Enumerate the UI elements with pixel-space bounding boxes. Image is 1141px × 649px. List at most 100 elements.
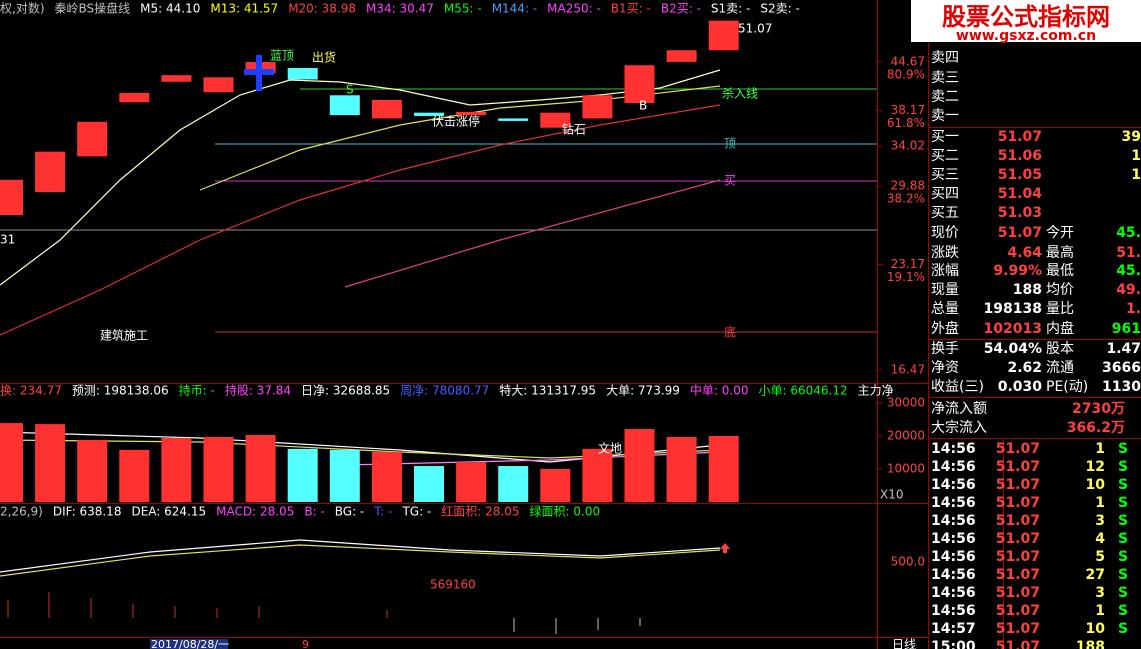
volume-indicator-label: 日净: 32688.85 (301, 384, 390, 398)
stat-label: 收益(三) (931, 379, 984, 395)
stat-value: 45. (1116, 225, 1141, 241)
volume-bar (540, 468, 571, 502)
trade-side: S (1118, 459, 1128, 475)
trade-price: 51.07 (996, 567, 1040, 583)
macd-indicator-label: B: - (304, 505, 324, 519)
trade-qty: 1 (1095, 495, 1105, 511)
chart-annotation: 51.07 (738, 22, 772, 36)
trade-time: 14:56 (931, 567, 976, 583)
trade-price: 51.07 (996, 477, 1040, 493)
indicator-label: B1买: - (611, 2, 651, 16)
stat-value: 1.47 (1106, 341, 1141, 357)
volume-bar (371, 451, 402, 502)
volume-bar (245, 435, 276, 502)
volume-indicator-label: 主力净 (858, 384, 894, 398)
candle-body (540, 112, 571, 128)
flow-value: 2730万 (1072, 401, 1125, 417)
volume-bar (414, 466, 444, 502)
y-tick-percent: 38.2% (887, 192, 925, 206)
stat-label: PE(动) (1046, 379, 1088, 395)
trade-side: S (1118, 477, 1128, 493)
trade-qty: 3 (1095, 585, 1105, 601)
trade-price: 51.07 (996, 639, 1040, 649)
candle-body (0, 179, 23, 216)
stat-label: 换手 (931, 340, 959, 357)
candle-body (708, 20, 739, 51)
trade-side: S (1118, 441, 1128, 457)
chart-annotation: 杀入线 (722, 86, 758, 101)
volume-bar (287, 448, 318, 502)
candle-body (77, 121, 108, 157)
bid-label: 买一 (931, 129, 959, 145)
indicator-label: M5: 44.10 (140, 2, 200, 16)
bid-price: 51.03 (998, 205, 1042, 221)
trade-qty: 1 (1095, 441, 1105, 457)
y-tick-label: 23.17 (891, 257, 925, 271)
stat-label: 最高 (1046, 244, 1074, 261)
trade-price: 51.07 (996, 549, 1040, 565)
trade-time: 14:56 (931, 513, 976, 529)
chart-annotation: 顶 (724, 137, 736, 151)
bid-qty: 1 (1131, 167, 1141, 183)
indicator-label: 权,对数) (0, 1, 45, 16)
stat-label: 今开 (1046, 225, 1074, 241)
trade-time: 14:56 (931, 459, 976, 475)
candle-body (371, 99, 402, 119)
indicator-label: B2买: - (661, 2, 701, 16)
trade-side: S (1118, 603, 1128, 619)
ask-label: 卖三 (931, 70, 959, 86)
stat-value: 54.04% (984, 341, 1042, 357)
macd-bars (7, 592, 388, 618)
trade-time: 14:56 (931, 477, 976, 493)
y-tick-label: 30000 (887, 395, 925, 409)
trade-price: 51.07 (996, 531, 1040, 547)
trade-price: 51.07 (996, 441, 1040, 457)
volume-bar (35, 424, 66, 502)
stat-label: 最低 (1046, 263, 1074, 279)
chart-annotation: 伏击涨停 (432, 114, 480, 129)
stat-label: 现量 (931, 282, 959, 298)
signal-arrow (720, 543, 730, 553)
chart-annotation: 出货 (312, 50, 336, 65)
candle-body (329, 95, 360, 116)
stat-value: 0.030 (998, 379, 1043, 395)
trade-time: 14:56 (931, 549, 976, 565)
bid-price: 51.07 (998, 129, 1042, 145)
trade-side: S (1118, 585, 1128, 601)
bid-label: 买二 (931, 148, 959, 164)
macd-indicator-label: BG: - (335, 505, 365, 519)
y-tick-percent: 61.8% (887, 116, 925, 130)
volume-indicator-label: 周净: 78080.77 (400, 384, 489, 398)
logo-title: 股票公式指标网 (942, 3, 1110, 31)
flow-label: 大宗流入 (931, 420, 987, 436)
bid-label: 买四 (931, 186, 959, 202)
trade-qty: 3 (1095, 513, 1105, 529)
volume-indicator-label: 持币: - (179, 383, 215, 398)
bid-label: 买五 (931, 205, 959, 221)
indicator-label: M13: 41.57 (210, 2, 278, 16)
indicator-label: 秦岭BS操盘线 (55, 1, 131, 16)
volume-indicator-label: 预测: 198138.06 (72, 384, 169, 398)
trade-side: S (1118, 531, 1128, 547)
bid-price: 51.05 (998, 167, 1042, 183)
y-tick-percent: 80.9% (887, 67, 925, 81)
macd-annotation: 569160 (430, 578, 476, 592)
stat-label: 外盘 (931, 320, 959, 337)
chart-annotation: 31 (0, 233, 15, 247)
bid-price: 51.06 (998, 148, 1042, 164)
trade-price: 51.07 (996, 621, 1040, 637)
candle-body (119, 92, 150, 103)
volume-bar (582, 448, 613, 502)
macd-indicator-label: T: - (373, 505, 392, 519)
ask-label: 卖一 (931, 108, 959, 124)
macd-indicator-label: 绿面积: 0.00 (530, 504, 601, 519)
ask-label: 卖二 (931, 89, 959, 105)
stat-value: 51.07 (998, 225, 1042, 241)
trade-price: 51.07 (996, 495, 1040, 511)
volume-bar (77, 439, 108, 502)
bid-qty: 1 (1131, 148, 1141, 164)
